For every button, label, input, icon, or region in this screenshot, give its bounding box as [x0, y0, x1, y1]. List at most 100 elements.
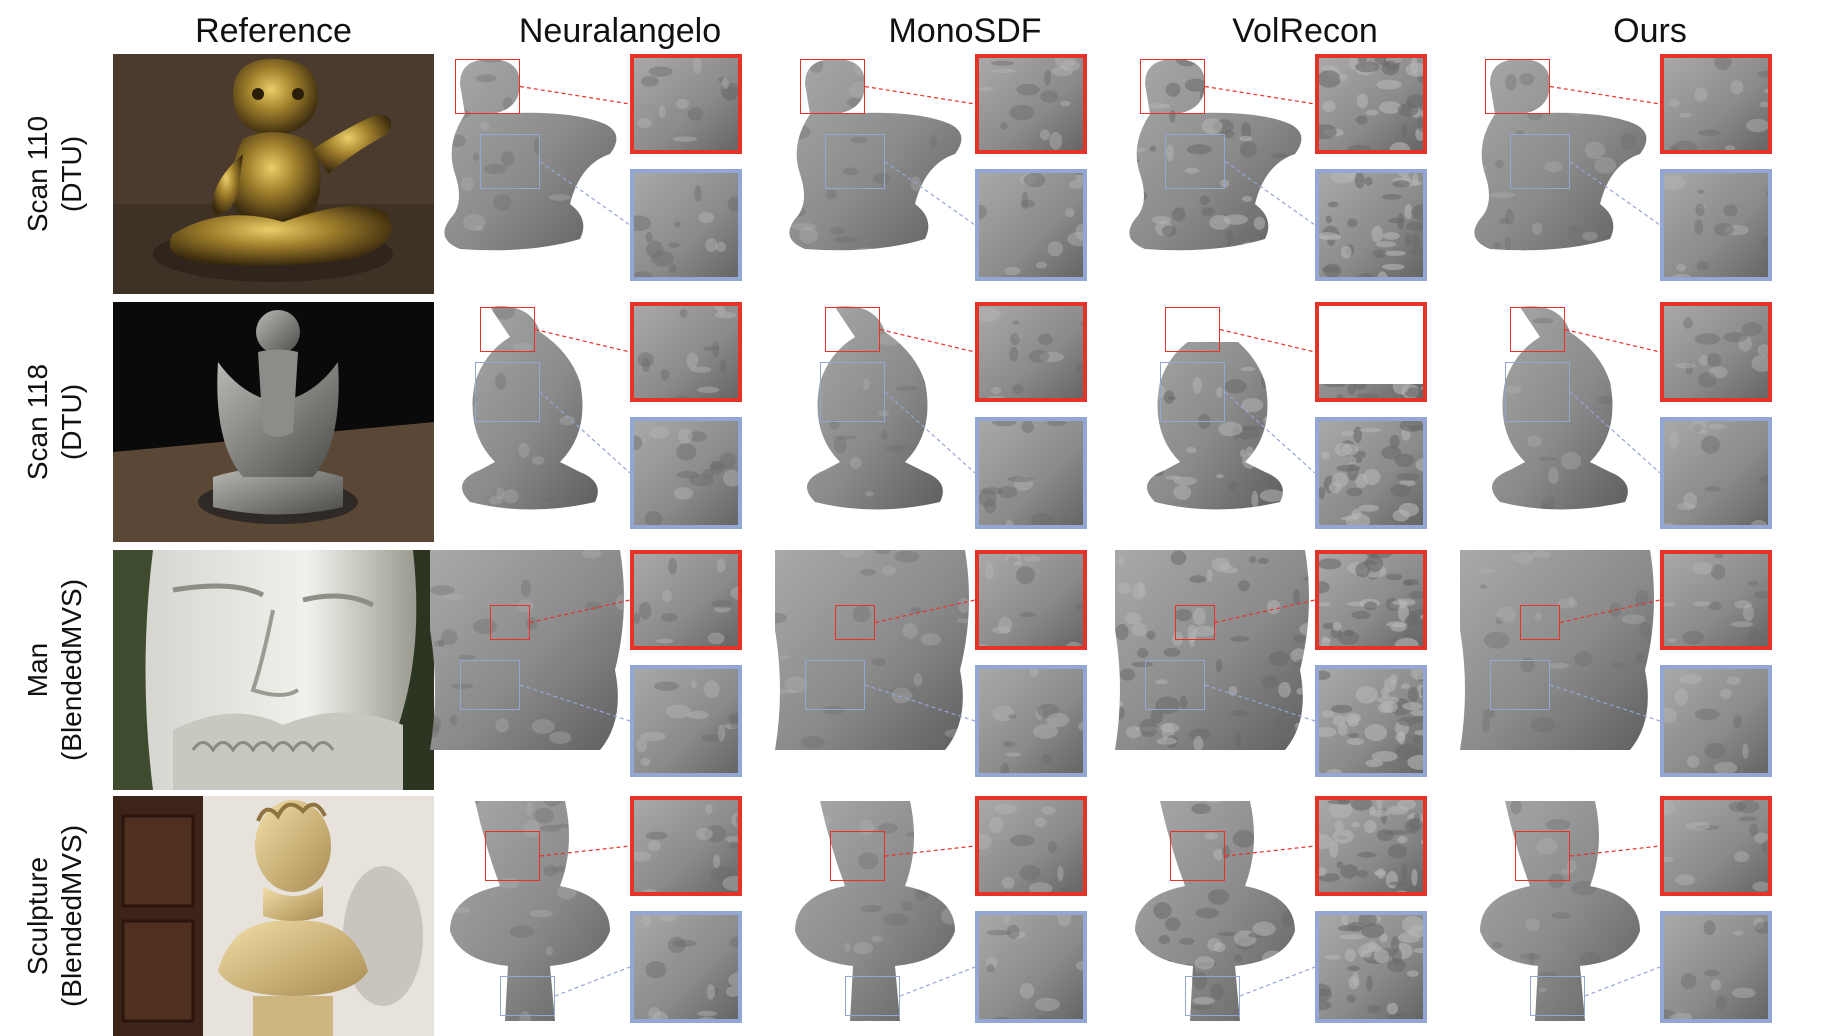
zoom-region-blue [475, 362, 540, 422]
zoom-region-blue [500, 976, 555, 1016]
zoom-region-blue [805, 660, 865, 710]
zoom-inset-red [1660, 54, 1772, 154]
zoom-inset-blue [630, 169, 742, 281]
zoom-inset-blue [630, 417, 742, 529]
column-header-ours: Ours [1613, 12, 1687, 50]
zoom-inset-blue [975, 665, 1087, 777]
panel-neuralangelo-scan118 [450, 302, 750, 537]
zoom-region-red [485, 831, 540, 881]
zoom-region-red [835, 605, 875, 640]
row-label-sculpture: Sculpture (BlendedMVS) [0, 796, 110, 1036]
zoom-region-red [825, 307, 880, 352]
zoom-region-red [1515, 831, 1570, 881]
row-dataset: (BlendedMVS) [56, 578, 87, 762]
zoom-region-red [1510, 307, 1565, 352]
zoom-region-blue [820, 362, 885, 422]
zoom-inset-blue [1660, 417, 1772, 529]
zoom-region-blue [1510, 134, 1570, 189]
zoom-inset-red [630, 302, 742, 402]
panel-volrecon-man [1115, 550, 1435, 785]
zoom-region-red [1175, 605, 1215, 640]
column-header-neuralangelo: Neuralangelo [518, 12, 722, 50]
zoom-inset-red [975, 550, 1087, 650]
zoom-region-red [1170, 831, 1225, 881]
panel-monosdf-scan118 [795, 302, 1095, 537]
zoom-region-red [480, 307, 535, 352]
zoom-inset-blue [630, 911, 742, 1023]
panel-neuralangelo-scan110 [444, 54, 750, 289]
zoom-inset-red [1660, 796, 1772, 896]
zoom-region-blue [1165, 134, 1225, 189]
zoom-inset-red [630, 796, 742, 896]
zoom-region-red [1485, 59, 1550, 114]
zoom-inset-red [1660, 550, 1772, 650]
zoom-inset-red [1315, 550, 1427, 650]
zoom-inset-blue [975, 911, 1087, 1023]
reference-photo-scan110 [113, 54, 434, 294]
row-label-scan110: Scan 110 (DTU) [0, 54, 110, 294]
panel-volrecon-sculpture [1135, 796, 1435, 1031]
zoom-inset-blue [975, 169, 1087, 281]
zoom-region-blue [1185, 976, 1240, 1016]
zoom-region-blue [480, 134, 540, 189]
zoom-region-blue [825, 134, 885, 189]
panel-ours-scan118 [1480, 302, 1780, 537]
zoom-inset-blue [1315, 665, 1427, 777]
zoom-inset-red [975, 302, 1087, 402]
zoom-inset-blue [975, 417, 1087, 529]
panel-ours-scan110 [1474, 54, 1780, 289]
panel-monosdf-scan110 [789, 54, 1095, 289]
zoom-region-red [455, 59, 520, 114]
panel-ours-sculpture [1480, 796, 1780, 1031]
row-name: Sculpture [22, 856, 53, 976]
zoom-inset-blue [1315, 169, 1427, 281]
zoom-inset-red [975, 54, 1087, 154]
mesh-render [462, 306, 598, 510]
zoom-inset-blue [1660, 911, 1772, 1023]
zoom-inset-red [1315, 54, 1427, 154]
panel-neuralangelo-sculpture [450, 796, 750, 1031]
zoom-region-red [830, 831, 885, 881]
column-header-volrecon: VolRecon [1232, 12, 1378, 50]
column-header-reference: Reference [195, 12, 352, 50]
zoom-inset-blue [1660, 169, 1772, 281]
reference-photo-scan118 [113, 302, 434, 542]
panel-volrecon-scan118 [1135, 302, 1435, 537]
reference-photo-man [113, 550, 434, 790]
zoom-region-blue [1490, 660, 1550, 710]
panel-monosdf-man [775, 550, 1095, 785]
zoom-region-blue [1530, 976, 1585, 1016]
row-label-man: Man (BlendedMVS) [0, 550, 110, 790]
zoom-inset-red [975, 796, 1087, 896]
zoom-inset-blue [1315, 417, 1427, 529]
zoom-inset-blue [630, 665, 742, 777]
reference-photo-sculpture [113, 796, 434, 1036]
row-dataset: (DTU) [56, 383, 87, 461]
row-name: Man [22, 642, 53, 698]
panel-monosdf-sculpture [795, 796, 1095, 1031]
panel-neuralangelo-man [430, 550, 750, 785]
zoom-region-blue [1505, 362, 1570, 422]
panel-volrecon-scan110 [1129, 54, 1435, 289]
zoom-region-red [1165, 307, 1220, 352]
zoom-region-red [490, 605, 530, 640]
row-name: Scan 110 [22, 115, 53, 233]
row-dataset: (DTU) [56, 135, 87, 213]
zoom-region-blue [460, 660, 520, 710]
zoom-region-blue [1145, 660, 1205, 710]
zoom-inset-blue [1315, 911, 1427, 1023]
zoom-region-blue [845, 976, 900, 1016]
zoom-inset-red [630, 550, 742, 650]
mesh-render [1129, 59, 1302, 251]
row-label-scan118: Scan 118 (DTU) [0, 302, 110, 542]
row-dataset: (BlendedMVS) [56, 824, 87, 1008]
zoom-region-blue [1160, 362, 1225, 422]
zoom-inset-red [630, 54, 742, 154]
panel-ours-man [1460, 550, 1780, 785]
zoom-region-red [800, 59, 865, 114]
zoom-inset-red [1660, 302, 1772, 402]
mesh-render [795, 801, 955, 1021]
row-name: Scan 118 [22, 363, 53, 481]
zoom-inset-red [1315, 796, 1427, 896]
zoom-region-red [1520, 605, 1560, 640]
